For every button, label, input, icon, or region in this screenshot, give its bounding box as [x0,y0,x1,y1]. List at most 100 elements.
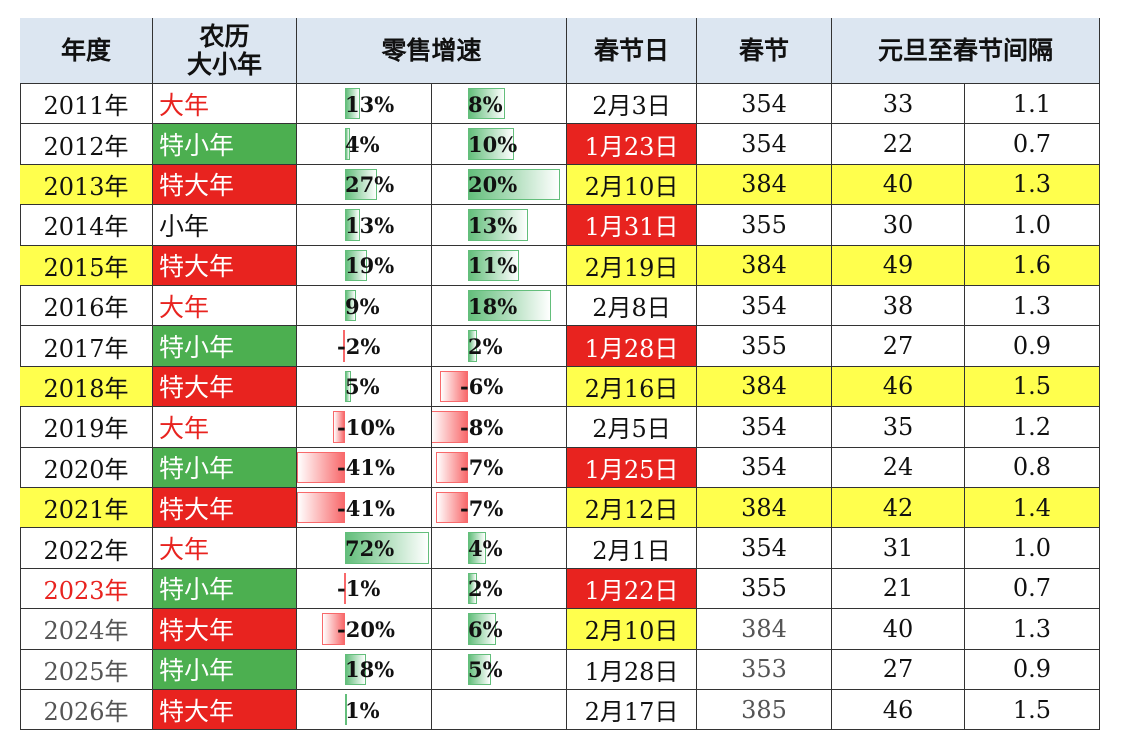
growth-cell: 18% [432,286,567,327]
lunar-year-type: 特小年 [153,447,297,488]
year: 2013年 [20,164,153,206]
lunar-year-days: 384 [697,488,832,529]
negative-data-bar [435,492,468,524]
interval-ratio: 1.0 [965,205,1100,246]
negative-data-bar [297,451,345,483]
year: 2014年 [20,205,153,246]
interval-days: 35 [832,407,965,448]
spring-festival-date: 2月10日 [567,164,697,206]
interval-ratio: 0.9 [965,326,1100,367]
growth-cell: 5% [432,649,567,690]
interval-ratio: 1.3 [965,164,1100,206]
growth-cell: -20% [297,609,432,650]
year: 2023年 [20,568,153,610]
spring-festival-date: 1月22日 [567,568,697,610]
lunar-year-type: 特小年 [153,568,297,610]
lunar-year-days: 354 [697,528,832,569]
growth-cell: 4% [297,124,432,165]
lunar-year-type: 特大年 [153,366,297,408]
growth-value: 19% [345,253,395,279]
positive-data-bar [345,653,367,685]
year: 2015年 [20,245,153,286]
negative-data-bar [440,370,468,403]
growth-value: 1% [345,697,380,723]
interval-ratio: 0.8 [965,447,1100,488]
growth-cell: -41% [297,447,432,488]
growth-value: 4% [345,132,380,158]
positive-data-bar [468,330,478,362]
lunar-year-days: 384 [697,609,832,650]
lunar-year-days: 355 [697,326,832,367]
interval-days: 46 [832,366,965,408]
lunar-year-type: 特大年 [153,245,297,286]
growth-value: -2% [337,334,381,360]
lunar-year-days: 384 [697,366,832,408]
lunar-year-type: 特小年 [153,326,297,367]
spring-festival-date: 1月28日 [567,326,697,367]
growth-value: 13% [345,212,395,238]
growth-cell [432,690,567,731]
growth-cell: 20% [432,164,567,206]
lunar-year-type: 特大年 [153,164,297,206]
lunar-year-days: 354 [697,447,832,488]
lunar-year-type: 特大年 [153,690,297,731]
positive-data-bar [468,249,519,281]
lunar-year-days: 354 [697,286,832,327]
year: 2017年 [20,326,153,367]
spring-festival-date: 2月16日 [567,366,697,408]
growth-cell: -10% [297,407,432,448]
growth-value: 13% [345,91,395,117]
interval-days: 46 [832,690,965,731]
interval-days: 38 [832,286,965,327]
negative-data-bar [435,451,468,483]
interval-ratio: 1.2 [965,407,1100,448]
growth-cell: -7% [432,488,567,529]
interval-ratio: 1.5 [965,690,1100,731]
interval-days: 40 [832,609,965,650]
spring-festival-date: 2月19日 [567,245,697,286]
growth-value: 11% [468,253,518,279]
growth-value: 10% [468,132,518,158]
growth-cell: -2% [297,326,432,367]
lunar-year-days: 384 [697,245,832,286]
growth-cell: 13% [432,205,567,246]
growth-value: -10% [337,414,395,440]
positive-data-bar [468,168,560,201]
positive-data-bar [468,532,487,564]
growth-cell: 13% [297,205,432,246]
negative-data-bar [333,411,345,443]
growth-cell: 6% [432,609,567,650]
interval-days: 24 [832,447,965,488]
interval-ratio: 1.1 [965,84,1100,125]
lunar-year-days: 384 [697,164,832,206]
growth-cell: 72% [297,528,432,569]
positive-data-bar [468,128,514,160]
spring-festival-date: 1月28日 [567,649,697,690]
interval-ratio: 1.3 [965,286,1100,327]
header-cell: 零售增速 [297,18,567,84]
negative-data-bar [342,330,345,362]
growth-value: 20% [468,172,518,198]
spring-festival-date: 2月5日 [567,407,697,448]
growth-cell: 4% [432,528,567,569]
spring-festival-date: 1月25日 [567,447,697,488]
growth-value: 18% [345,657,395,683]
spring-festival-date: 2月12日 [567,488,697,529]
year: 2011年 [20,84,153,125]
lunar-year-type: 大年 [153,286,297,327]
interval-ratio: 0.7 [965,568,1100,610]
interval-days: 49 [832,245,965,286]
positive-data-bar [345,694,347,726]
spring-festival-date: 2月10日 [567,609,697,650]
interval-ratio: 1.3 [965,609,1100,650]
interval-days: 31 [832,528,965,569]
year: 2012年 [20,124,153,165]
interval-days: 27 [832,649,965,690]
header-cell: 春节日 [567,18,697,84]
positive-data-bar [345,370,351,403]
growth-value: 13% [468,212,518,238]
growth-value: 6% [468,616,503,642]
positive-data-bar [345,249,368,281]
positive-data-bar [468,290,551,322]
year: 2026年 [20,690,153,731]
